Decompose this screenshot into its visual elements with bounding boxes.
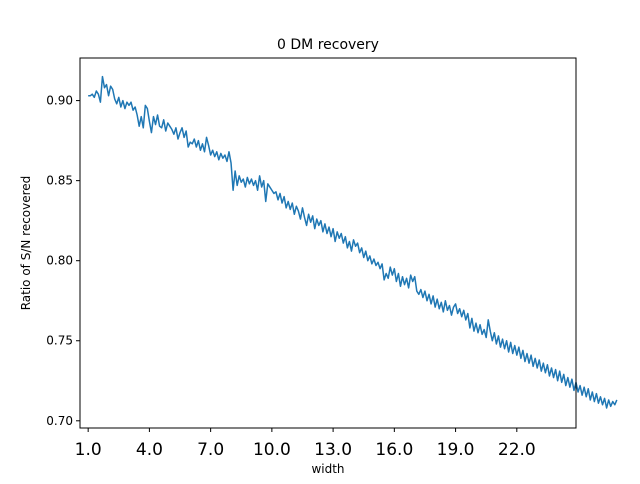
chart-title: 0 DM recovery [277, 37, 379, 53]
y-axis-ticks: 0.70 0.75 0.80 0.85 0.90 [46, 94, 80, 428]
y-tick-label: 0.85 [46, 174, 73, 188]
y-tick-label: 0.70 [46, 414, 73, 428]
x-tick-label: 19.0 [437, 440, 475, 460]
axes-frame [79, 57, 577, 429]
y-tick-label: 0.75 [46, 334, 73, 348]
series-line-0 [88, 75, 618, 409]
x-axis-label: width [311, 462, 344, 476]
x-tick-label: 10.0 [253, 440, 291, 460]
x-tick-label: 7.0 [197, 440, 224, 460]
y-tick-label: 0.90 [46, 94, 73, 108]
y-axis-label: Ratio of S/N recovered [19, 176, 33, 311]
x-tick-label: 13.0 [314, 440, 352, 460]
plot-layer [88, 75, 618, 409]
x-axis-ticks: 1.0 4.0 7.0 10.0 13.0 16.0 19.0 22.0 [75, 428, 536, 460]
x-tick-label: 16.0 [375, 440, 413, 460]
x-tick-label: 22.0 [498, 440, 536, 460]
y-tick-label: 0.80 [46, 254, 73, 268]
x-tick-label: 1.0 [75, 440, 102, 460]
x-tick-label: 4.0 [136, 440, 163, 460]
